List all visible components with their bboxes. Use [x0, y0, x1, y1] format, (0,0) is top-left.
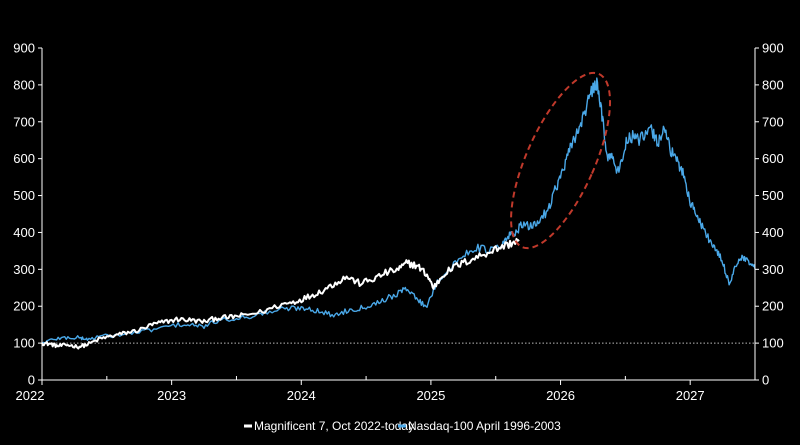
y-tick-label-left: 0 — [28, 373, 35, 388]
y-tick-label-right: 500 — [762, 188, 784, 203]
y-tick-label-right: 900 — [762, 41, 784, 56]
series-line-nasdaq-100 — [41, 77, 756, 344]
y-tick-label-left: 300 — [13, 262, 35, 277]
y-tick-label-left: 500 — [13, 188, 35, 203]
y-tick-label-right: 700 — [762, 114, 784, 129]
x-tick-label: 2027 — [676, 388, 705, 403]
y-tick-label-right: 800 — [762, 77, 784, 92]
x-tick-label: 2026 — [546, 388, 575, 403]
x-tick-label: 2025 — [416, 388, 445, 403]
legend-item-magnificent-7: Magnificent 7, Oct 2022-today — [244, 419, 414, 433]
plot-area: 0 0 100 100 200 200 300 300 400 400 500 500 600 600 70… — [13, 41, 783, 404]
legend-label: Magnificent 7, Oct 2022-today — [254, 419, 414, 433]
y-tick-label-right: 400 — [762, 225, 784, 240]
series-line-magnificent-7 — [41, 237, 520, 350]
y-tick-label-left: 400 — [13, 225, 35, 240]
annotation-ellipse — [510, 71, 612, 250]
y-tick-label-right: 100 — [762, 336, 784, 351]
legend-label: Nasdaq-100 April 1996-2003 — [408, 419, 561, 433]
legend-item-nasdaq-100: Nasdaq-100 April 1996-2003 — [398, 419, 561, 433]
y-tick-label-left: 800 — [13, 77, 35, 92]
y-tick-label-right: 200 — [762, 299, 784, 314]
y-tick-label-left: 100 — [13, 336, 35, 351]
y-tick-label-right: 0 — [762, 373, 769, 388]
y-tick-label-left: 900 — [13, 41, 35, 56]
y-tick-label-left: 200 — [13, 299, 35, 314]
legend: Magnificent 7, Oct 2022-todayNasdaq-100 … — [244, 419, 561, 433]
y-tick-label-right: 300 — [762, 262, 784, 277]
series-layer — [41, 77, 756, 350]
y-tick-label-left: 600 — [13, 151, 35, 166]
x-tick-label: 2022 — [16, 388, 45, 403]
axes-layer: 0 0 100 100 200 200 300 300 400 400 500 500 600 600 70… — [13, 41, 783, 404]
y-tick-label-right: 600 — [762, 151, 784, 166]
annotation-layer — [510, 71, 612, 250]
x-tick-label: 2024 — [287, 388, 316, 403]
y-tick-label-left: 700 — [13, 114, 35, 129]
x-tick-label: 2023 — [157, 388, 186, 403]
